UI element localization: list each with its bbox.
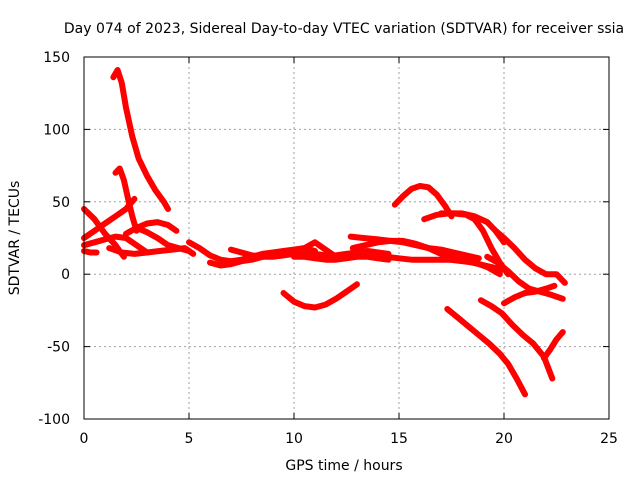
series-line-s24 xyxy=(444,306,528,398)
series-line-s23 xyxy=(501,282,558,307)
series-line-s25 xyxy=(477,297,556,382)
series-line-s17 xyxy=(383,253,503,278)
series-line-s9 xyxy=(133,224,192,254)
series-line-s6 xyxy=(81,248,100,256)
series-line-s14 xyxy=(291,253,392,263)
x-tick-label: 15 xyxy=(390,431,408,447)
ticks xyxy=(83,56,610,420)
y-tick-label: 150 xyxy=(43,50,70,66)
plot-frame xyxy=(83,56,610,420)
y-axis-label: SDTVAR / TECUs xyxy=(7,181,23,296)
series-line-s22 xyxy=(484,253,566,302)
y-tick-label: 50 xyxy=(52,195,70,211)
x-tick-label: 20 xyxy=(495,431,513,447)
chart-title: Day 074 of 2023, Sidereal Day-to-day VTE… xyxy=(64,21,624,37)
series-line-s12 xyxy=(228,246,392,260)
plot-series xyxy=(81,67,568,398)
series-line-s18 xyxy=(391,182,455,220)
tick-labels: 0 5 10 15 20 25 150 100 50 0 -50 -100 xyxy=(38,50,618,447)
series-line-s19 xyxy=(421,210,507,246)
x-tick-label: 10 xyxy=(285,431,303,447)
series-line-s5 xyxy=(81,233,150,256)
x-tick-label: 25 xyxy=(600,431,618,447)
series-line-s13 xyxy=(280,281,360,311)
series-line-s26 xyxy=(540,329,566,362)
y-tick-label: -50 xyxy=(47,340,70,356)
y-tick-label: 0 xyxy=(61,267,70,283)
y-tick-label: -100 xyxy=(38,412,70,428)
series-line-s1 xyxy=(110,67,171,212)
series-line-s2 xyxy=(112,165,140,234)
series-line-s21 xyxy=(492,227,568,286)
x-tick-label: 0 xyxy=(80,431,89,447)
x-tick-label: 5 xyxy=(185,431,194,447)
x-axis-label: GPS time / hours xyxy=(285,458,402,474)
series-line-s4 xyxy=(81,195,138,241)
y-tick-label: 100 xyxy=(43,122,70,138)
